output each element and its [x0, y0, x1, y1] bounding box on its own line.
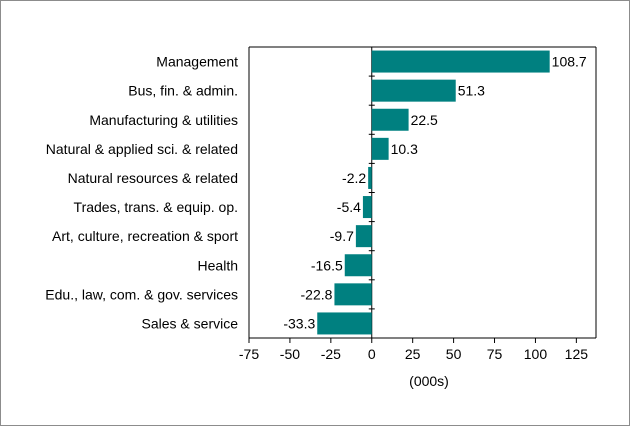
x-tick-label: -75	[239, 346, 259, 362]
category-label: Natural & applied sci. & related	[46, 141, 238, 157]
bar	[371, 108, 409, 131]
bar	[371, 50, 550, 73]
category-label: Trades, trans. & equip. op.	[74, 199, 238, 215]
data-label: -9.7	[330, 228, 354, 244]
bar	[334, 283, 372, 306]
category-label: Sales & service	[142, 315, 239, 331]
data-label: 108.7	[552, 54, 587, 70]
x-tick-label: -50	[280, 346, 300, 362]
category-label: Management	[156, 54, 238, 70]
data-label: 22.5	[411, 112, 438, 128]
data-label: 51.3	[458, 83, 485, 99]
x-tick-label: 75	[487, 346, 503, 362]
x-tick-label: -25	[321, 346, 341, 362]
data-label: -5.4	[337, 199, 361, 215]
x-tick-label: 50	[446, 346, 462, 362]
x-axis-title: (000s)	[409, 373, 449, 389]
category-label: Edu., law, com. & gov. services	[45, 286, 238, 302]
x-tick-label: 125	[565, 346, 589, 362]
bar	[344, 254, 372, 277]
bar	[371, 79, 456, 102]
data-label: 10.3	[391, 141, 418, 157]
data-label: -2.2	[342, 170, 366, 186]
category-label: Manufacturing & utilities	[89, 112, 238, 128]
bar	[368, 166, 372, 189]
x-tick-label: 25	[405, 346, 421, 362]
data-label: -22.8	[301, 286, 333, 302]
bar	[371, 137, 389, 160]
data-label: -16.5	[311, 257, 343, 273]
category-label: Health	[198, 257, 238, 273]
category-label: Art, culture, recreation & sport	[52, 228, 238, 244]
category-label: Natural resources & related	[68, 170, 238, 186]
bar	[362, 196, 372, 219]
category-label: Bus, fin. & admin.	[128, 83, 238, 99]
x-tick-label: 0	[368, 346, 376, 362]
bar	[355, 225, 372, 248]
plot-area: -75 -50 -25 0 25 50 75 100 125 Management 108.7 Bus…	[45, 46, 597, 362]
bar	[317, 312, 372, 335]
x-tick-label: 100	[524, 346, 548, 362]
data-label: -33.3	[283, 315, 315, 331]
